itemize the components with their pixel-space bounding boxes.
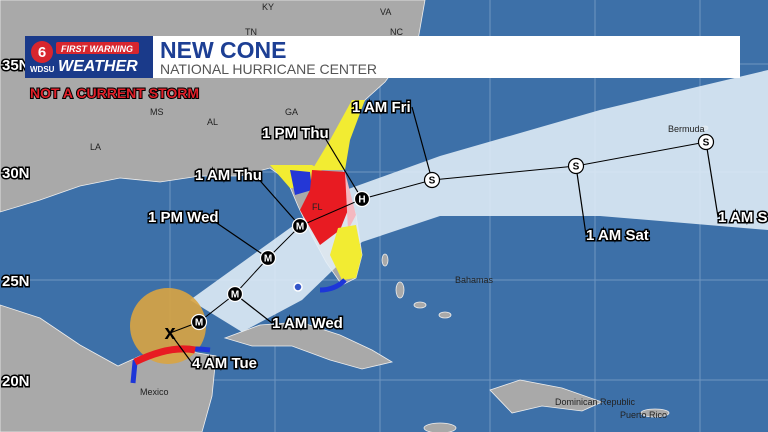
leader-line bbox=[321, 132, 363, 200]
place-label: VA bbox=[380, 7, 391, 17]
leader-line bbox=[411, 106, 433, 181]
marker-symbol: M bbox=[231, 290, 239, 301]
marker-symbol: M bbox=[195, 318, 203, 329]
time-label: 1 PM Thu bbox=[262, 125, 329, 142]
place-label: LA bbox=[90, 142, 101, 152]
forecast-marker bbox=[423, 171, 441, 189]
marker-symbol: S bbox=[429, 176, 436, 187]
marker-symbol: M bbox=[264, 254, 272, 265]
forecast-marker bbox=[226, 285, 244, 303]
banner: NOT A CURRENT STORM bbox=[30, 85, 199, 101]
time-label: 4 AM Tue bbox=[192, 355, 257, 372]
leader-line bbox=[705, 141, 719, 218]
marker-symbol: S bbox=[573, 162, 580, 173]
forecast-marker bbox=[697, 133, 715, 151]
marker-symbol: S bbox=[703, 138, 710, 149]
place-label: Dominican Republic bbox=[555, 397, 636, 407]
leader-line bbox=[575, 165, 587, 236]
place-label: Mexico bbox=[140, 387, 169, 397]
forecast-cone bbox=[190, 70, 768, 332]
place-label: FL bbox=[312, 202, 323, 212]
subtitle: NATIONAL HURRICANE CENTER bbox=[160, 61, 377, 77]
time-label: 1 AM Thu bbox=[195, 167, 262, 184]
forecast-marker bbox=[291, 217, 309, 235]
time-label: 1 AM Sat bbox=[586, 227, 649, 244]
marker-symbol: H bbox=[358, 195, 365, 206]
place-label: Bermuda bbox=[668, 124, 705, 134]
place-labels: KYVATNNCSCGAALMSLAFLBermudaBahamasMexico… bbox=[90, 2, 705, 420]
time-label: 1 PM Wed bbox=[148, 209, 219, 226]
logo-number: 6 bbox=[38, 44, 46, 61]
latitude-labels: 35N 30N 25N 20N bbox=[1, 56, 32, 392]
time-label: 1 AM S bbox=[718, 209, 767, 226]
place-label: Bahamas bbox=[455, 275, 494, 285]
leader-line bbox=[254, 174, 301, 227]
time-label: 1 AM Wed bbox=[272, 315, 343, 332]
brand-left: WDSU bbox=[30, 65, 55, 74]
storm-position: x bbox=[164, 322, 175, 344]
place-label: MS bbox=[150, 107, 164, 117]
place-label: KY bbox=[262, 2, 274, 12]
place-label: AL bbox=[207, 117, 218, 127]
low-marker bbox=[293, 282, 303, 292]
place-label: GA bbox=[285, 107, 298, 117]
place-label: TN bbox=[245, 27, 257, 37]
florida-warnings bbox=[130, 100, 365, 384]
marker-symbol: M bbox=[296, 222, 304, 233]
logo-circle bbox=[31, 41, 53, 63]
latitude-label: 35N bbox=[2, 57, 30, 74]
latitude-label: 20N bbox=[2, 373, 30, 390]
title: NEW CONE bbox=[160, 37, 287, 63]
latitude-label: 25N bbox=[2, 273, 30, 290]
latitude-label: 30N bbox=[2, 165, 30, 182]
leader-line bbox=[207, 216, 269, 259]
forecast-track: 4 AM Tue x M 1 AM Wed M 1 PM Wed M 1 AM Thu M 1 P… bbox=[147, 98, 768, 374]
time-label: 1 AM Fri bbox=[352, 99, 411, 116]
forecast-marker bbox=[190, 313, 208, 331]
wind-field bbox=[130, 288, 206, 364]
brand-main: WEATHER bbox=[58, 58, 138, 75]
brand-top-bg bbox=[56, 42, 139, 54]
leader-line bbox=[169, 332, 193, 364]
forecast-marker bbox=[567, 157, 585, 175]
brand-top: FIRST WARNING bbox=[61, 44, 133, 54]
place-label: NC bbox=[390, 27, 403, 37]
place-label: Puerto Rico bbox=[620, 410, 667, 420]
header: 6 FIRST WARNING WDSU WEATHER NEW CONE NA… bbox=[25, 36, 740, 78]
forecast-marker bbox=[353, 190, 371, 208]
forecast-marker bbox=[259, 249, 277, 267]
